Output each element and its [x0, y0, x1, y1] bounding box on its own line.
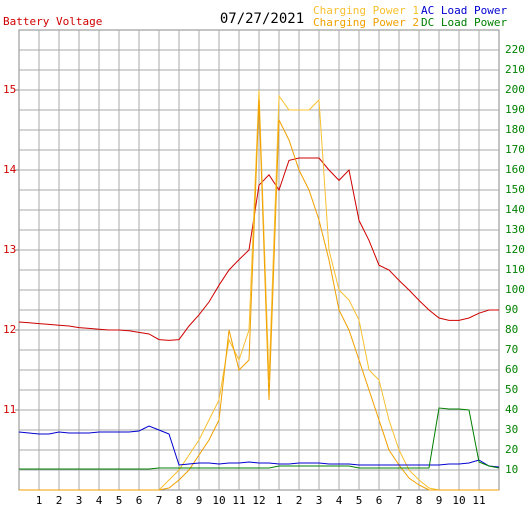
x-tick-label: 7 — [396, 494, 403, 507]
y2-tick-label: 40 — [505, 403, 518, 416]
y2-tick-label: 200 — [505, 83, 525, 96]
y2-tick-label: 110 — [505, 263, 525, 276]
y2-tick-label: 130 — [505, 223, 525, 236]
x-tick-label: 10 — [452, 494, 465, 507]
y2-tick-label: 160 — [505, 163, 525, 176]
y2-tick-label: 140 — [505, 203, 525, 216]
x-tick-label: 10 — [212, 494, 225, 507]
y2-tick-label: 180 — [505, 123, 525, 136]
y2-tick-label: 120 — [505, 243, 525, 256]
legend-label: Charging Power 1 — [313, 4, 419, 17]
y-tick-label: 12 — [3, 323, 16, 336]
x-tick-label: 4 — [336, 494, 343, 507]
y2-tick-label: 90 — [505, 303, 518, 316]
y2-tick-label: 210 — [505, 63, 525, 76]
legend-label: DC Load Power — [421, 16, 507, 29]
series-line — [19, 407, 500, 470]
y-tick-label: 15 — [3, 83, 16, 96]
x-tick-label: 5 — [356, 494, 363, 507]
y-tick-label: 11 — [3, 403, 16, 416]
legend-label: Charging Power 2 — [313, 16, 419, 29]
x-tick-label: 2 — [296, 494, 303, 507]
y2-tick-label: 150 — [505, 183, 525, 196]
legend-label: Battery Voltage — [3, 15, 102, 28]
x-tick-label: 3 — [316, 494, 323, 507]
legend-label: AC Load Power — [421, 4, 507, 17]
x-tick-label: 9 — [196, 494, 203, 507]
series-line — [19, 99, 499, 491]
x-tick-label: 3 — [76, 494, 83, 507]
y2-tick-label: 60 — [505, 363, 518, 376]
x-tick-label: 8 — [416, 494, 423, 507]
x-tick-label: 2 — [56, 494, 63, 507]
x-tick-label: 1 — [276, 494, 283, 507]
x-tick-label: 6 — [136, 494, 143, 507]
x-tick-label: 5 — [116, 494, 123, 507]
x-tick-label: 9 — [436, 494, 443, 507]
y2-tick-label: 70 — [505, 343, 518, 356]
x-tick-label: 11 — [472, 494, 485, 507]
x-tick-label: 11 — [232, 494, 245, 507]
y2-tick-label: 220 — [505, 43, 525, 56]
x-tick-label: 7 — [156, 494, 163, 507]
x-tick-label: 1 — [36, 494, 43, 507]
y2-tick-label: 80 — [505, 323, 518, 336]
chart-title: 07/27/2021 — [220, 11, 304, 27]
x-tick-label: 12 — [252, 494, 265, 507]
y2-tick-label: 100 — [505, 283, 525, 296]
y2-tick-label: 30 — [505, 423, 518, 436]
x-tick-label: 8 — [176, 494, 183, 507]
y2-tick-label: 50 — [505, 383, 518, 396]
y-tick-label: 13 — [3, 243, 16, 256]
y-tick-label: 14 — [3, 163, 17, 176]
y2-tick-label: 20 — [505, 443, 518, 456]
series-line — [18, 157, 499, 341]
y2-tick-label: 170 — [505, 143, 525, 156]
y2-tick-label: 10 — [505, 463, 518, 476]
x-tick-label: 4 — [96, 494, 103, 507]
x-tick-label: 6 — [376, 494, 383, 507]
y2-tick-label: 190 — [505, 103, 525, 116]
series-line — [18, 425, 500, 468]
